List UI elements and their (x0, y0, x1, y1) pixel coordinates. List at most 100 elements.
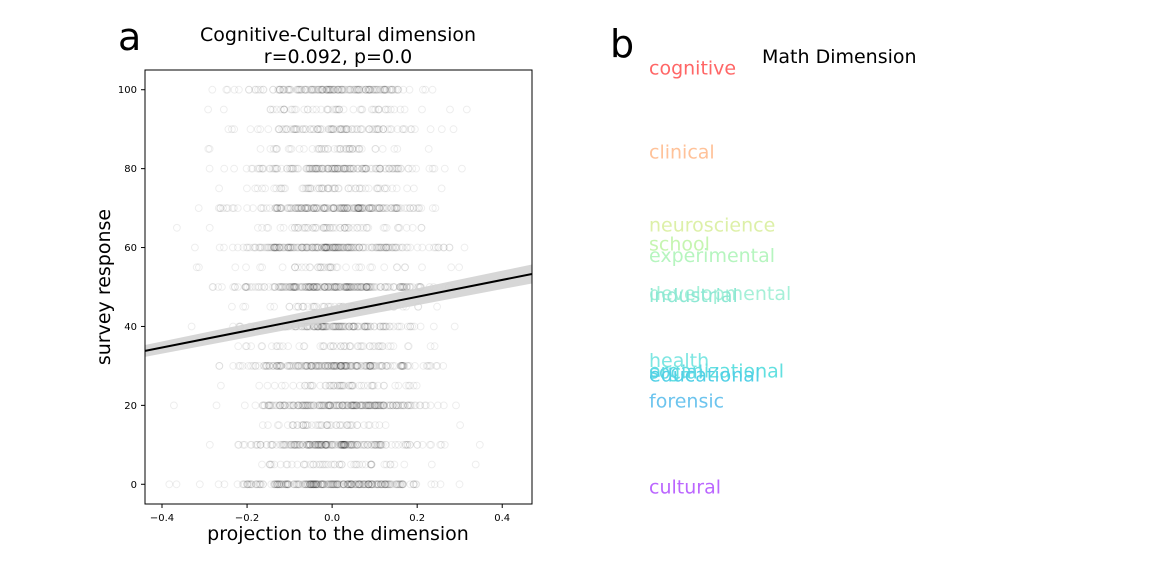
scatter-point (321, 440, 329, 449)
scatter-point (340, 440, 348, 449)
scatter-point (343, 85, 352, 94)
scatter-point (279, 401, 287, 410)
scatter-point (337, 243, 345, 252)
scatter-point (407, 125, 416, 134)
scatter-point (279, 85, 288, 94)
scatter-point (332, 243, 341, 252)
scatter-point (356, 362, 365, 370)
scatter-point (303, 243, 312, 252)
scatter-point (368, 243, 376, 252)
scatter-point (344, 223, 353, 232)
scatter-point (222, 85, 231, 94)
scatter-point (376, 322, 385, 331)
scatter-point (364, 243, 373, 252)
scatter-point (329, 164, 338, 173)
scatter-point (256, 85, 265, 94)
scatter-point (353, 440, 362, 449)
scatter-point (318, 480, 327, 489)
scatter-point (335, 480, 344, 489)
scatter-point (324, 85, 333, 94)
scatter-point (321, 204, 330, 213)
scatter-point (393, 322, 402, 331)
scatter-point (399, 401, 408, 410)
scatter-point (285, 302, 294, 311)
scatter-point (354, 480, 363, 489)
scatter-point (322, 401, 331, 410)
scatter-point (378, 480, 387, 489)
scatter-point (310, 204, 318, 213)
scatter-point (344, 283, 352, 291)
scatter-point (302, 480, 311, 489)
scatter-point (363, 322, 372, 331)
scatter-point (395, 204, 403, 213)
scatter-point (336, 362, 345, 370)
scatter-point (322, 243, 331, 252)
scatter-point (340, 164, 348, 173)
scatter-point (348, 480, 356, 489)
scatter-point (285, 362, 294, 370)
scatter-point (403, 440, 412, 449)
scatter-point (308, 223, 317, 232)
scatter-point (311, 362, 319, 370)
scatter-point (333, 105, 342, 114)
scatter-point (337, 85, 346, 94)
scatter-point (320, 480, 329, 489)
scatter-point (348, 440, 356, 449)
scatter-point (379, 223, 388, 232)
scatter-point (398, 283, 407, 291)
scatter-point (319, 204, 328, 213)
scatter-point (335, 145, 344, 153)
scatter-point (370, 480, 379, 489)
scatter-point (323, 421, 332, 430)
scatter-point (316, 440, 325, 449)
scatter-point (317, 421, 326, 430)
scatter-point (411, 480, 420, 489)
scatter-point (253, 184, 262, 193)
scatter-point (293, 401, 302, 410)
scatter-point (272, 184, 281, 193)
scatter-point (354, 204, 363, 213)
scatter-point (321, 440, 330, 449)
scatter-point (346, 480, 355, 489)
scatter-point (378, 342, 387, 351)
scatter-point (277, 362, 286, 370)
scatter-point (342, 283, 350, 291)
scatter-point (399, 85, 408, 94)
scatter-point (414, 204, 423, 213)
scatter-point (289, 164, 298, 173)
scatter-point (205, 164, 214, 173)
scatter-point (323, 243, 332, 252)
scatter-point (344, 401, 353, 410)
scatter-point (339, 440, 348, 449)
scatter-point (329, 401, 337, 410)
scatter-point (357, 401, 366, 410)
scatter-point (264, 125, 273, 134)
scatter-point (370, 342, 379, 351)
scatter-point (328, 223, 337, 232)
scatter-point (382, 243, 390, 252)
scatter-point (277, 204, 286, 213)
scatter-point (351, 480, 360, 489)
scatter-point (338, 362, 346, 370)
scatter-point (268, 164, 277, 173)
scatter-point (341, 440, 350, 449)
scatter-point (315, 401, 324, 410)
scatter-point (337, 440, 346, 449)
scatter-point (242, 480, 251, 489)
scatter-point (341, 362, 350, 370)
scatter-point (319, 223, 328, 232)
scatter-point (371, 105, 380, 114)
scatter-point (366, 362, 375, 370)
scatter-point (346, 480, 355, 489)
scatter-point (374, 85, 383, 94)
scatter-point (412, 480, 421, 489)
scatter-point (333, 243, 342, 252)
scatter-point (343, 401, 352, 410)
scatter-point (266, 204, 274, 213)
scatter-point (316, 125, 325, 134)
scatter-point (324, 322, 332, 331)
scatter-point (290, 283, 299, 291)
scatter-point (275, 85, 284, 94)
scatter-point (351, 401, 360, 410)
